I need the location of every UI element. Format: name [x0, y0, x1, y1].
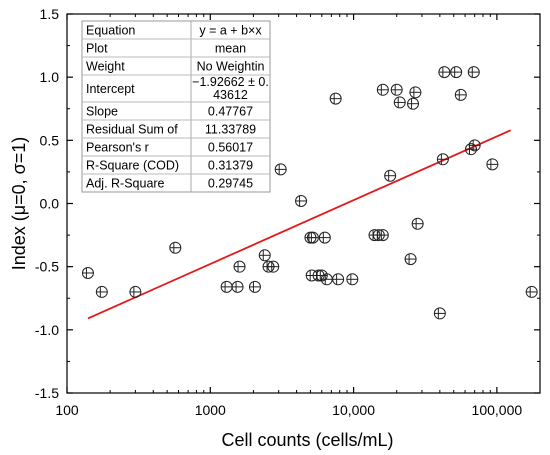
data-point	[384, 169, 397, 182]
stats-row-value: No Weightin	[197, 60, 265, 74]
y-tick-label: 0.5	[40, 132, 60, 148]
data-point	[233, 260, 246, 273]
data-point	[332, 273, 345, 286]
x-tick-label: 10,000	[332, 402, 375, 418]
data-point	[248, 280, 261, 293]
data-point	[404, 253, 417, 266]
data-point	[258, 249, 271, 262]
stats-row-label: Intercept	[86, 82, 135, 96]
data-point	[436, 153, 449, 166]
data-point	[376, 83, 389, 96]
data-point	[450, 66, 463, 79]
data-point	[411, 217, 424, 230]
stats-row-value: mean	[215, 42, 246, 56]
data-point	[407, 97, 420, 110]
data-point	[318, 231, 331, 244]
data-point	[81, 266, 94, 279]
data-point	[390, 83, 403, 96]
stats-row-value-continued: 43612	[213, 88, 248, 102]
data-point	[95, 285, 108, 298]
stats-table-box	[81, 20, 271, 193]
fit-line-layer	[87, 129, 512, 320]
data-point	[525, 285, 538, 298]
data-point	[409, 86, 422, 99]
data-point	[220, 280, 233, 293]
data-point	[468, 139, 481, 152]
x-tick-label: 1000	[195, 402, 226, 418]
data-point	[231, 280, 244, 293]
stats-row-value: 11.33789	[205, 123, 256, 137]
y-tick-label: 1.5	[40, 6, 60, 22]
regression-line	[87, 129, 512, 320]
data-point	[454, 88, 467, 101]
y-tick-label: 0.0	[40, 196, 60, 212]
data-point	[438, 66, 451, 79]
stats-row-label: Pearson's r	[86, 141, 149, 155]
stats-row-label: Residual Sum of	[86, 123, 178, 137]
data-point	[393, 96, 406, 109]
stats-row-label: Slope	[86, 105, 118, 119]
y-tick-label: 1.0	[40, 69, 60, 85]
y-tick-label: -1.0	[35, 322, 59, 338]
stats-table: Equation y = a + b×x Plot mean Weight No Weig…	[81, 20, 271, 193]
stats-row-label: R-Square (COD)	[86, 159, 179, 173]
stats-row-value: 0.31379	[208, 159, 253, 173]
stats-row-label: Equation	[86, 24, 135, 38]
data-point	[329, 92, 342, 105]
stats-row-label: Weight	[86, 60, 125, 74]
data-point	[306, 231, 319, 244]
data-point	[295, 194, 308, 207]
data-point	[267, 260, 280, 273]
stats-row-value: 0.47767	[208, 105, 253, 119]
axis-labels: 100 1000 10,000 100,000 -1.5 -1.0 -0.5 0.0 0.5 1.…	[9, 6, 522, 450]
data-point	[274, 163, 287, 176]
y-tick-label: -0.5	[35, 259, 59, 275]
y-axis-title: Index (μ=0, σ=1)	[9, 137, 29, 271]
data-point	[129, 285, 142, 298]
stats-row-label: Plot	[86, 42, 108, 56]
stats-row-value: 0.29745	[208, 177, 253, 191]
stats-row-value: −1.92662 ± 0.	[192, 75, 269, 89]
stats-row-label: Adj. R-Square	[86, 177, 165, 191]
stats-row-value: 0.56017	[208, 141, 253, 155]
data-point	[346, 273, 359, 286]
data-point	[467, 66, 480, 79]
data-point	[169, 241, 182, 254]
data-point	[376, 229, 389, 242]
y-tick-label: -1.5	[35, 385, 59, 401]
data-point	[486, 158, 499, 171]
data-points	[81, 66, 538, 320]
stats-row-value: y = a + b×x	[199, 24, 262, 38]
x-tick-label: 100	[55, 402, 79, 418]
x-axis-title: Cell counts (cells/mL)	[221, 430, 393, 450]
axes	[66, 13, 541, 394]
data-point	[433, 307, 446, 320]
x-tick-label: 100,000	[472, 402, 523, 418]
